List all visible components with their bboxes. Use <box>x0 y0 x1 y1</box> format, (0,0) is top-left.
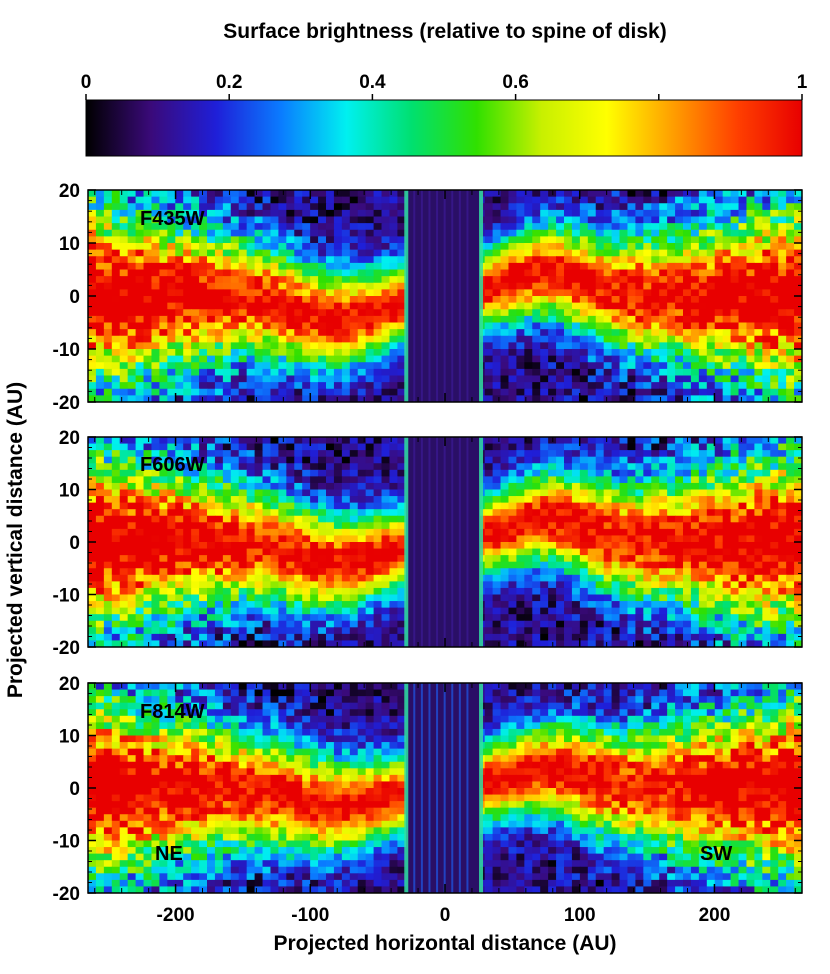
x-tick-label: 200 <box>699 905 731 926</box>
x-tick-label: 100 <box>564 905 596 926</box>
panel-label-f435w: F435W <box>140 208 205 230</box>
ne-label: NE <box>155 843 183 865</box>
y-tick-label: 10 <box>59 727 80 748</box>
panel-f606w: 20 10 0 -10 -20 <box>53 428 803 659</box>
colorbar-tick-label: 0.6 <box>502 72 528 93</box>
y-tick-label: -20 <box>53 393 80 414</box>
y-axis-label: Projected vertical distance (AU) <box>4 382 27 698</box>
x-tick-labels: -200 -100 0 100 200 <box>157 905 731 926</box>
y-axis-ticks: 20 10 0 -10 -20 <box>53 428 802 659</box>
heatmap-image <box>88 190 802 402</box>
y-tick-label: 20 <box>59 181 80 202</box>
y-tick-label: 0 <box>69 287 80 308</box>
sw-label: SW <box>700 843 732 865</box>
colorbar-tick-labels: 0 0.2 0.4 0.6 1 <box>81 72 808 93</box>
y-tick-label: 20 <box>59 674 80 695</box>
colorbar-tick-label: 1 <box>797 72 808 93</box>
x-tick-label: 0 <box>440 905 451 926</box>
panel-f435w: 20 10 0 -10 -20 <box>53 181 803 414</box>
y-tick-label: -20 <box>53 638 80 659</box>
x-tick-label: -100 <box>291 905 329 926</box>
colorbar-title: Surface brightness (relative to spine of… <box>223 20 666 43</box>
heatmap-image <box>88 437 802 647</box>
y-tick-label: 10 <box>59 481 80 502</box>
panel-label-f814w: F814W <box>140 701 205 723</box>
y-tick-label: 0 <box>69 779 80 800</box>
y-tick-label: 0 <box>69 533 80 554</box>
heatmap-image <box>88 683 802 893</box>
y-tick-label: -10 <box>53 586 80 607</box>
colorbar-tick-label: 0 <box>81 72 92 93</box>
x-tick-label: -200 <box>157 905 195 926</box>
y-tick-label: 10 <box>59 234 80 255</box>
y-tick-label: -20 <box>53 884 80 905</box>
y-axis-ticks: 20 10 0 -10 -20 <box>53 674 802 905</box>
x-axis-ticks <box>94 437 796 647</box>
x-axis-label: Projected horizontal distance (AU) <box>273 932 616 955</box>
colorbar-tick-label: 0.4 <box>359 72 386 93</box>
y-tick-label: 20 <box>59 428 80 449</box>
panel-f814w: 20 10 0 -10 -20 <box>53 674 803 905</box>
y-axis-ticks: 20 10 0 -10 -20 <box>53 181 802 414</box>
y-tick-label: -10 <box>53 340 80 361</box>
x-axis-ticks <box>94 683 796 893</box>
colorbar-tick-label: 0.2 <box>216 72 242 93</box>
x-axis-ticks <box>94 190 796 402</box>
colorbar-tick-marks <box>85 94 803 100</box>
colorbar <box>85 99 803 157</box>
y-tick-label: -10 <box>53 832 80 853</box>
panel-label-f606w: F606W <box>140 454 205 476</box>
